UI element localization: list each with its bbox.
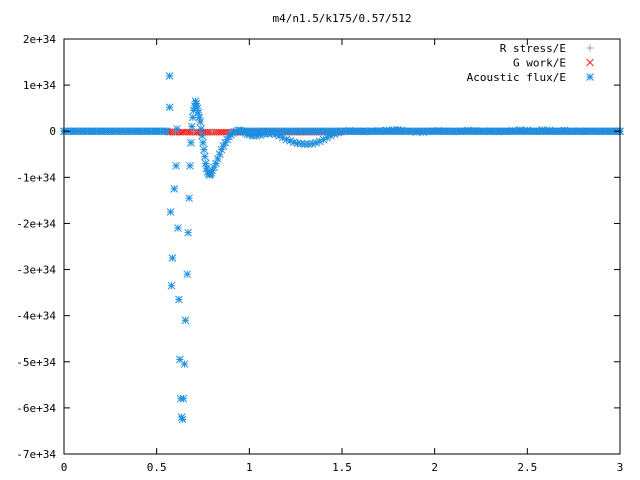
data-point <box>180 360 189 368</box>
data-point <box>195 113 204 122</box>
data-point <box>200 152 209 161</box>
data-point <box>162 127 171 136</box>
legend-marker <box>586 44 594 52</box>
data-point <box>184 228 193 237</box>
data-point <box>198 131 206 140</box>
y-tick-label: -1e+34 <box>16 171 56 184</box>
data-point <box>301 140 309 148</box>
x-tick-label: 3 <box>617 461 624 474</box>
legend-label: R stress/E <box>500 42 566 55</box>
data-point <box>196 118 205 126</box>
data-point <box>165 103 174 112</box>
data-point <box>172 161 180 170</box>
data-point <box>187 138 195 147</box>
data-point <box>221 138 230 147</box>
data-point <box>174 224 182 232</box>
data-point <box>165 72 174 80</box>
x-tick-label: 0 <box>61 461 68 474</box>
y-tick-label: -4e+34 <box>16 310 56 323</box>
x-tick-label: 1 <box>246 461 253 474</box>
data-point <box>188 122 196 131</box>
legend-marker <box>586 58 594 67</box>
y-tick-label: -5e+34 <box>16 356 56 369</box>
chart-title: m4/n1.5/k175/0.57/512 <box>272 12 411 25</box>
x-tick-label: 2 <box>431 461 438 474</box>
data-point <box>190 128 197 135</box>
y-tick-label: 2e+34 <box>23 33 56 46</box>
data-point <box>181 316 190 325</box>
data-point <box>193 104 202 113</box>
legend-label: G work/E <box>513 57 566 70</box>
y-tick-label: 0 <box>49 125 56 138</box>
x-tick-label: 2.5 <box>517 461 537 474</box>
data-point <box>188 113 197 122</box>
axes: 2e+34 1e+34 0 -1e+34 -2e+34 -3e+34 -4e+34 -5e+3… <box>16 33 623 474</box>
legend-marker <box>586 73 594 81</box>
data-point <box>312 138 320 147</box>
plot-frame <box>63 38 621 455</box>
legend-label: Acoustic flux/E <box>467 71 566 84</box>
data-point <box>192 99 201 108</box>
y-tick-label: -3e+34 <box>16 264 56 277</box>
data-point <box>178 415 187 424</box>
data-point <box>197 125 206 133</box>
data-point <box>201 159 210 168</box>
plot-area <box>60 72 624 424</box>
data-point <box>173 125 181 133</box>
y-tick-label: -7e+34 <box>16 448 56 461</box>
data-point <box>166 208 175 216</box>
y-tick-label: -6e+34 <box>16 402 56 415</box>
data-point <box>183 270 192 279</box>
data-point <box>185 194 193 202</box>
y-tick-label: -2e+34 <box>16 217 56 230</box>
data-point <box>186 161 194 170</box>
data-point <box>209 128 216 135</box>
data-point <box>170 185 179 193</box>
x-tick-label: 0.5 <box>147 461 167 474</box>
data-point <box>175 295 183 304</box>
data-point <box>179 394 188 403</box>
data-point <box>194 108 203 117</box>
data-point <box>167 281 176 290</box>
data-point <box>217 145 226 154</box>
data-point <box>168 254 177 262</box>
data-point <box>200 145 208 154</box>
data-point <box>199 138 207 147</box>
x-tick-label: 1.5 <box>332 461 352 474</box>
series-2 <box>60 72 624 424</box>
data-point <box>208 166 217 175</box>
y-tick-label: 1e+34 <box>23 79 56 92</box>
